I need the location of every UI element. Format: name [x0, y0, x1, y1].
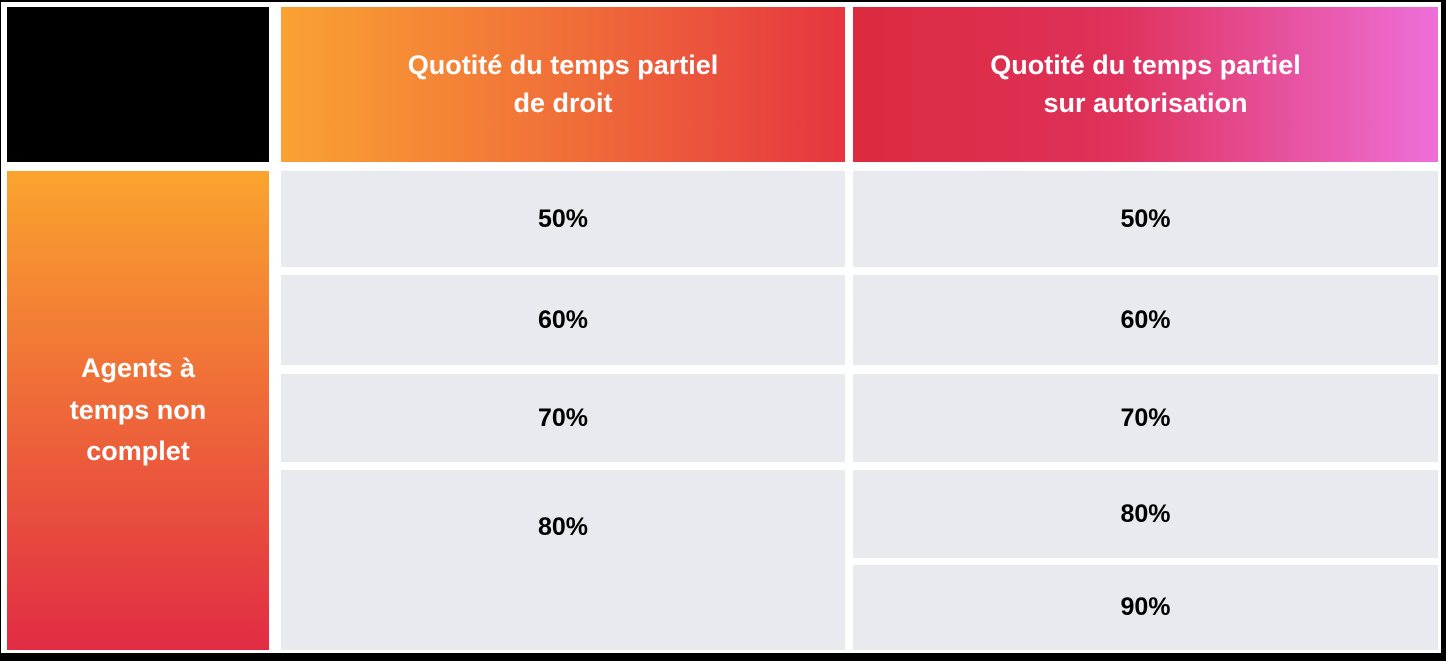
- corner-cell: [7, 7, 269, 162]
- row-group-label-text: Agents à temps non complet: [69, 352, 207, 467]
- table-grid: Quotité du temps partiel de droit Quotit…: [7, 7, 1438, 650]
- cell-autorisation-60-value: 60%: [1120, 305, 1171, 334]
- row-group-label-agents-temps-non-complet: Agents à temps non complet: [7, 171, 269, 650]
- cell-autorisation-60: 60%: [853, 275, 1438, 365]
- cell-autorisation-70-value: 70%: [1120, 403, 1171, 432]
- cell-droit-80-value: 80%: [537, 513, 589, 541]
- cell-autorisation-90-value: 90%: [1120, 593, 1171, 621]
- cell-droit-50: 50%: [281, 171, 845, 267]
- cell-droit-80: 80%: [281, 470, 845, 650]
- cell-droit-70: 70%: [281, 374, 845, 462]
- cell-autorisation-50-value: 50%: [1120, 204, 1171, 233]
- cell-droit-60-value: 60%: [537, 305, 589, 334]
- cell-droit-50-value: 50%: [537, 204, 589, 233]
- column-header-temps-partiel-de-droit: Quotité du temps partiel de droit: [281, 7, 845, 162]
- column-header-temps-partiel-sur-autorisation-label: Quotité du temps partiel sur autorisatio…: [990, 49, 1301, 118]
- cell-autorisation-50: 50%: [853, 171, 1438, 267]
- cell-autorisation-70: 70%: [853, 374, 1438, 462]
- column-header-temps-partiel-de-droit-label: Quotité du temps partiel de droit: [407, 49, 719, 118]
- cell-droit-70-value: 70%: [537, 403, 589, 432]
- cell-droit-60: 60%: [281, 275, 845, 365]
- cell-autorisation-80-value: 80%: [1120, 499, 1171, 528]
- column-header-temps-partiel-sur-autorisation: Quotité du temps partiel sur autorisatio…: [853, 7, 1438, 162]
- cell-autorisation-80: 80%: [853, 470, 1438, 558]
- cell-autorisation-90: 90%: [853, 565, 1438, 650]
